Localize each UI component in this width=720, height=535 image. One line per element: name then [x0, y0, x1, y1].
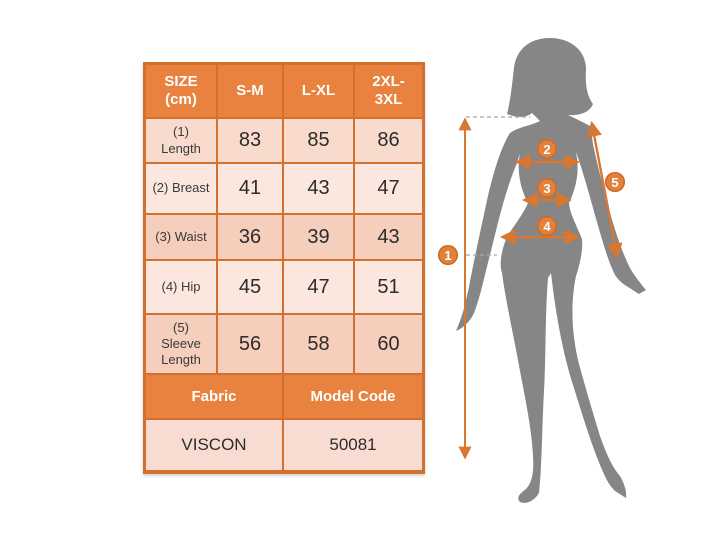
- header-s-m: S-M: [218, 65, 282, 117]
- breast-l-xl: 43: [284, 164, 353, 213]
- row-waist-label: (3) Waist: [146, 215, 216, 259]
- woman-silhouette: [456, 38, 646, 503]
- header-2xl-3xl: 2XL- 3XL: [355, 65, 422, 117]
- model-code-header: Model Code: [284, 375, 422, 418]
- measurement-diagram: [456, 38, 646, 503]
- breast-2xl-3xl: 47: [355, 164, 422, 213]
- fabric-header: Fabric: [146, 375, 282, 418]
- hip-s-m: 45: [218, 261, 282, 313]
- marker-4-hip: 4: [537, 216, 557, 236]
- marker-2-breast: 2: [537, 139, 557, 159]
- marker-3-waist: 3: [537, 178, 557, 198]
- length-s-m: 83: [218, 119, 282, 162]
- sleeve-arrow: [586, 120, 623, 260]
- hip-2xl-3xl: 51: [355, 261, 422, 313]
- marker-1-length: 1: [438, 245, 458, 265]
- model-code-value: 50081: [284, 420, 422, 470]
- marker-5-sleeve: 5: [605, 172, 625, 192]
- sleeve-l-xl: 58: [284, 315, 353, 373]
- row-length-label: (1) Length: [146, 119, 216, 162]
- length-l-xl: 85: [284, 119, 353, 162]
- size-chart-table: SIZE (cm) S-M L-XL 2XL- 3XL (1) Length 8…: [143, 62, 425, 474]
- row-hip-label: (4) Hip: [146, 261, 216, 313]
- row-breast-label: (2) Breast: [146, 164, 216, 213]
- waist-s-m: 36: [218, 215, 282, 259]
- sleeve-s-m: 56: [218, 315, 282, 373]
- fabric-value: VISCON: [146, 420, 282, 470]
- header-l-xl: L-XL: [284, 65, 353, 117]
- header-size-cm: SIZE (cm): [146, 65, 216, 117]
- waist-l-xl: 39: [284, 215, 353, 259]
- sleeve-2xl-3xl: 60: [355, 315, 422, 373]
- waist-2xl-3xl: 43: [355, 215, 422, 259]
- hip-l-xl: 47: [284, 261, 353, 313]
- row-sleeve-label: (5) Sleeve Length: [146, 315, 216, 373]
- length-2xl-3xl: 86: [355, 119, 422, 162]
- breast-s-m: 41: [218, 164, 282, 213]
